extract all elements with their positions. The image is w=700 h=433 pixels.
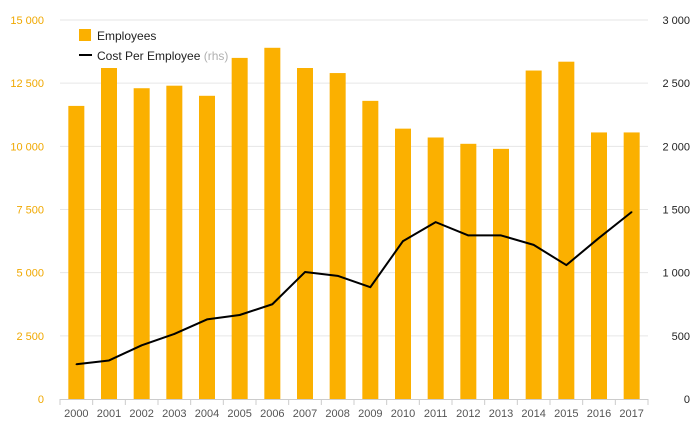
point-cost-per-employee bbox=[630, 211, 633, 213]
y-right-tick-label: 2 500 bbox=[662, 78, 690, 90]
y-right-tick-label: 500 bbox=[672, 331, 690, 343]
point-cost-per-employee bbox=[336, 275, 339, 277]
x-tick-label: 2004 bbox=[195, 408, 219, 420]
y-left-tick-label: 10 000 bbox=[10, 141, 44, 153]
bar-series-employees bbox=[68, 47, 640, 400]
line-series-cost-per-employee bbox=[75, 211, 633, 366]
bar-employees bbox=[133, 88, 150, 399]
x-tick-label: 2011 bbox=[424, 408, 448, 420]
x-tick-label: 2016 bbox=[587, 408, 611, 420]
x-tick-label: 2007 bbox=[293, 408, 317, 420]
point-cost-per-employee bbox=[238, 314, 241, 316]
bar-employees bbox=[101, 68, 117, 400]
point-cost-per-employee bbox=[304, 271, 306, 273]
bar-employees bbox=[427, 137, 444, 400]
bar-employees bbox=[329, 73, 346, 399]
point-cost-per-employee bbox=[532, 244, 535, 246]
x-tick-label: 2006 bbox=[260, 408, 284, 420]
x-tick-label: 2001 bbox=[97, 408, 121, 420]
x-tick-label: 2012 bbox=[456, 408, 480, 420]
axes: 0 2 500 5 000 7 500 10 000 12 500 15 000 0 500 1 … bbox=[10, 15, 690, 420]
point-cost-per-employee bbox=[75, 363, 78, 366]
x-tick-label: 2009 bbox=[358, 408, 382, 420]
y-left-tick-label: 5 000 bbox=[16, 268, 44, 280]
x-tick-label: 2002 bbox=[129, 408, 153, 420]
point-cost-per-employee bbox=[173, 333, 176, 335]
bar-employees bbox=[591, 132, 607, 400]
point-cost-per-employee bbox=[467, 234, 470, 237]
bar-employees bbox=[264, 47, 281, 399]
point-cost-per-employee bbox=[369, 286, 372, 288]
x-tick-label: 2015 bbox=[554, 408, 578, 420]
point-cost-per-employee bbox=[500, 234, 502, 237]
point-cost-per-employee bbox=[402, 240, 404, 242]
point-cost-per-employee bbox=[206, 318, 208, 321]
legend-rhs-suffix: (rhs) bbox=[204, 49, 229, 63]
x-tick-label: 2014 bbox=[521, 408, 545, 420]
bar-employees bbox=[68, 105, 85, 399]
legend-label-cost-per-employee: Cost Per Employee (rhs) bbox=[97, 49, 228, 63]
bar-employees bbox=[231, 57, 248, 400]
y-left-tick-label: 15 000 bbox=[10, 15, 44, 27]
bar-employees bbox=[395, 128, 411, 399]
point-cost-per-employee bbox=[434, 221, 437, 223]
bar-employees bbox=[362, 100, 379, 399]
y-left-tick-label: 2 500 bbox=[16, 331, 44, 343]
bar-employees bbox=[460, 143, 477, 399]
y-right-tick-label: 3 000 bbox=[662, 15, 690, 27]
y-right-tick-label: 0 bbox=[684, 394, 690, 406]
point-cost-per-employee bbox=[565, 264, 568, 266]
bar-employees bbox=[623, 132, 640, 400]
point-cost-per-employee bbox=[598, 237, 600, 239]
bar-employees bbox=[166, 85, 183, 400]
x-tick-label: 2003 bbox=[162, 408, 186, 420]
bar-employees bbox=[199, 95, 215, 400]
x-tick-label: 2013 bbox=[489, 408, 513, 420]
point-cost-per-employee bbox=[271, 303, 274, 306]
y-left-tick-label: 12 500 bbox=[10, 78, 44, 90]
point-cost-per-employee bbox=[108, 359, 110, 362]
legend: Employees Cost Per Employee (rhs) bbox=[79, 29, 228, 63]
legend-label-employees: Employees bbox=[97, 29, 156, 43]
x-tick-label: 2008 bbox=[325, 408, 349, 420]
line-cost-per-employee bbox=[76, 211, 633, 366]
bar-employees bbox=[525, 70, 542, 400]
bar-employees bbox=[558, 61, 575, 399]
bar-employees bbox=[297, 68, 313, 400]
point-cost-per-employee bbox=[140, 344, 143, 347]
x-tick-label: 2005 bbox=[227, 408, 251, 420]
y-right-tick-label: 1 000 bbox=[662, 268, 690, 280]
x-tick-label: 2017 bbox=[619, 408, 643, 420]
x-tick-label: 2010 bbox=[391, 408, 415, 420]
y-right-tick-label: 2 000 bbox=[662, 141, 690, 153]
y-left-tick-label: 7 500 bbox=[16, 205, 44, 217]
bar-employees bbox=[493, 148, 509, 399]
x-tick-label: 2000 bbox=[64, 408, 88, 420]
legend-swatch-employees bbox=[79, 29, 91, 41]
y-right-tick-label: 1 500 bbox=[662, 205, 690, 217]
y-left-tick-label: 0 bbox=[38, 394, 44, 406]
gridlines bbox=[60, 19, 648, 337]
